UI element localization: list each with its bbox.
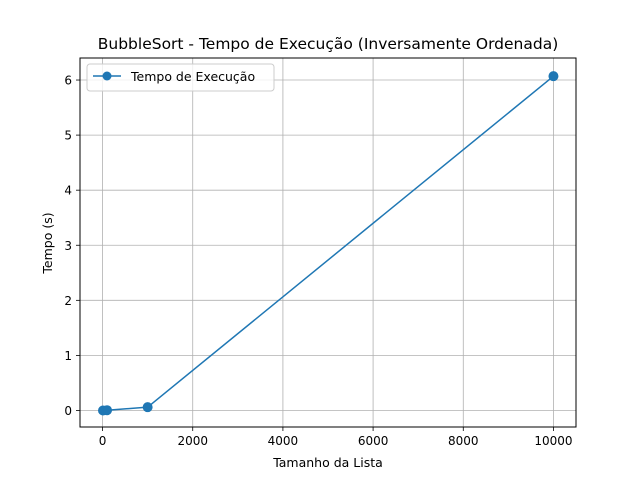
legend-label: Tempo de Execução [130,69,255,84]
x-tick-label: 2000 [177,434,208,448]
x-axis-label: Tamanho da Lista [272,455,383,470]
y-tick-label: 4 [64,184,72,198]
x-axis: 0 2000 4000 6000 8000 10000 [99,427,573,448]
data-point [142,402,153,413]
legend: Tempo de Execução [86,63,275,92]
x-tick-label: 10000 [534,434,572,448]
y-axis-label: Tempo (s) [40,212,55,274]
chart-title: BubbleSort - Tempo de Execução (Inversam… [98,35,559,53]
plot-area-frame [79,57,577,428]
x-tick-label: 8000 [448,434,479,448]
y-tick-label: 6 [64,74,72,88]
legend-marker-swatch [102,71,112,81]
x-tick-label: 0 [99,434,107,448]
y-tick-label: 5 [64,129,72,143]
y-tick-label: 1 [64,349,72,363]
x-tick-label: 6000 [358,434,389,448]
y-tick-label: 2 [64,294,72,308]
grid-lines [80,58,576,427]
series-layer [97,71,559,416]
y-tick-label: 0 [64,404,72,418]
x-tick-label: 4000 [268,434,299,448]
data-point [102,405,113,416]
y-tick-label: 3 [64,239,72,253]
y-axis: 0 1 2 3 4 5 6 [64,74,80,418]
legend-box [86,63,275,92]
data-point [548,71,559,82]
